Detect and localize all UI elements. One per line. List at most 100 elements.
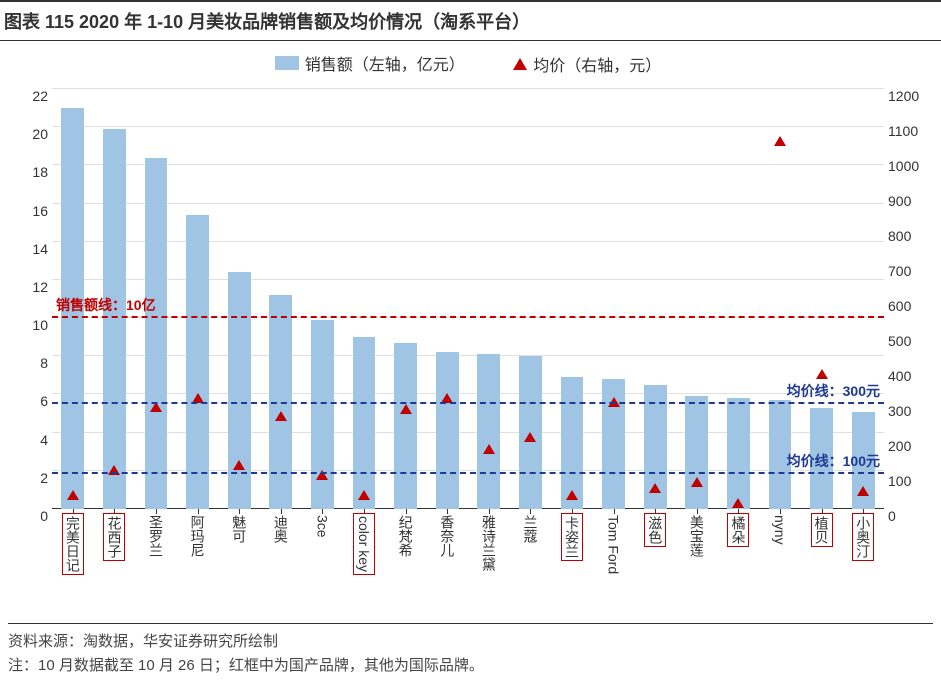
- y-left-tick: 16: [8, 204, 48, 218]
- y-right-tick: 600: [888, 299, 928, 313]
- price-marker: [816, 369, 828, 379]
- gridline: [52, 241, 884, 242]
- legend-bar-label: 销售额（左轴，亿元）: [305, 51, 465, 75]
- x-label-text: 植贝: [811, 513, 833, 547]
- x-category-label: 兰蔻: [510, 513, 552, 548]
- chart-area: 销售额（左轴，亿元） 均价（右轴，元） 0246810121416182022 …: [8, 45, 928, 585]
- y-left-tick: 6: [8, 394, 48, 408]
- price-marker: [233, 460, 245, 470]
- legend-marker-swatch: [513, 58, 527, 70]
- reference-line-label: 均价线：300元: [787, 381, 880, 401]
- x-category-label: 魅可: [218, 513, 260, 548]
- reference-line: [52, 316, 884, 318]
- x-category-label: 美宝莲: [676, 513, 718, 562]
- y-right-tick: 1200: [888, 89, 928, 103]
- legend-item-marker: 均价（右轴，元）: [513, 52, 661, 76]
- y-right-tick: 800: [888, 229, 928, 243]
- x-label-text: 橘朵: [727, 513, 749, 547]
- legend-bar-swatch: [275, 56, 299, 70]
- y-left-tick: 20: [8, 127, 48, 141]
- x-axis: 完美日记花西子 圣罗兰 阿玛尼 魅可迪奥 3ce color key 纪梵希 香奈儿 雅诗兰黛 兰…: [52, 509, 884, 605]
- y-right-tick: 200: [888, 439, 928, 453]
- x-label-text: 纪梵希: [396, 513, 416, 559]
- y-right-tick: 300: [888, 404, 928, 418]
- y-left-tick: 22: [8, 89, 48, 103]
- legend-marker-label: 均价（右轴，元）: [533, 52, 661, 76]
- y-right-tick: 1000: [888, 159, 928, 173]
- x-category-label: 滋色: [634, 513, 676, 550]
- y-left-tick: 10: [8, 318, 48, 332]
- x-label-text: 香奈儿: [437, 513, 457, 559]
- x-label-text: 迪奥: [271, 513, 291, 545]
- gridline: [52, 88, 884, 89]
- y-left-tick: 2: [8, 471, 48, 485]
- y-right-tick: 400: [888, 369, 928, 383]
- plot-area: 销售额线：10亿均价线：300元均价线：100元: [52, 89, 884, 509]
- bar: [186, 215, 209, 509]
- gridline: [52, 126, 884, 127]
- price-marker: [857, 486, 869, 496]
- x-label-text: nyny: [770, 513, 790, 547]
- x-label-text: 圣罗兰: [146, 513, 166, 559]
- bar: [145, 158, 168, 509]
- x-label-text: 花西子: [103, 513, 125, 561]
- x-label-text: 3ce: [312, 513, 332, 540]
- price-marker: [649, 483, 661, 493]
- x-category-label: 迪奥: [260, 513, 302, 548]
- gridline: [52, 432, 884, 433]
- gridline: [52, 393, 884, 394]
- y-left-tick: 4: [8, 433, 48, 447]
- gridline: [52, 203, 884, 204]
- price-marker: [524, 432, 536, 442]
- price-marker: [691, 477, 703, 487]
- x-category-label: 圣罗兰: [135, 513, 177, 562]
- y-left-tick: 14: [8, 242, 48, 256]
- bar: [685, 396, 708, 509]
- y-right-tick: 100: [888, 474, 928, 488]
- reference-line-label: 销售额线：10亿: [56, 295, 156, 315]
- y-right-tick: 500: [888, 334, 928, 348]
- legend-item-bar: 销售额（左轴，亿元）: [275, 51, 465, 75]
- bar: [353, 337, 376, 509]
- gridline: [52, 470, 884, 471]
- x-category-label: 雅诗兰黛: [468, 513, 510, 576]
- bar: [727, 398, 750, 509]
- price-marker: [400, 404, 412, 414]
- x-label-text: 阿玛尼: [188, 513, 208, 559]
- y-left-tick: 8: [8, 356, 48, 370]
- price-marker: [358, 490, 370, 500]
- y-right-tick: 700: [888, 264, 928, 278]
- gridline: [52, 164, 884, 165]
- x-category-label: color key: [343, 513, 385, 578]
- footer-source: 资料来源：淘数据，华安证券研究所绘制: [8, 630, 933, 654]
- bar: [477, 354, 500, 509]
- x-category-label: 橘朵: [718, 513, 760, 550]
- x-label-text: 滋色: [644, 513, 666, 547]
- price-marker: [774, 136, 786, 146]
- x-category-label: 植贝: [801, 513, 843, 550]
- x-category-label: 纪梵希: [385, 513, 427, 562]
- bar: [311, 320, 334, 509]
- x-label-text: 雅诗兰黛: [479, 513, 499, 573]
- x-category-label: Tom Ford: [593, 513, 635, 579]
- price-marker: [732, 498, 744, 508]
- gridline: [52, 279, 884, 280]
- price-marker: [67, 490, 79, 500]
- reference-line: [52, 472, 884, 474]
- x-category-label: 阿玛尼: [177, 513, 219, 562]
- x-label-text: 魅可: [229, 513, 249, 545]
- x-label-text: 完美日记: [62, 513, 84, 575]
- x-label-text: 卡姿兰: [561, 513, 583, 561]
- price-marker: [566, 490, 578, 500]
- x-category-label: 小奥汀: [842, 513, 884, 564]
- x-label-text: 美宝莲: [687, 513, 707, 559]
- x-label-text: Tom Ford: [604, 513, 624, 576]
- reference-line-label: 均价线：100元: [787, 451, 880, 471]
- x-label-text: 兰蔻: [520, 513, 540, 545]
- footer-note: 注：10 月数据截至 10 月 26 日；红框中为国产品牌，其他为国际品牌。: [8, 654, 933, 678]
- price-marker: [483, 444, 495, 454]
- footer: 资料来源：淘数据，华安证券研究所绘制 注：10 月数据截至 10 月 26 日；…: [8, 623, 933, 678]
- y-axis-left: 0246810121416182022: [8, 89, 52, 509]
- x-category-label: nyny: [759, 513, 801, 550]
- bar: [436, 352, 459, 509]
